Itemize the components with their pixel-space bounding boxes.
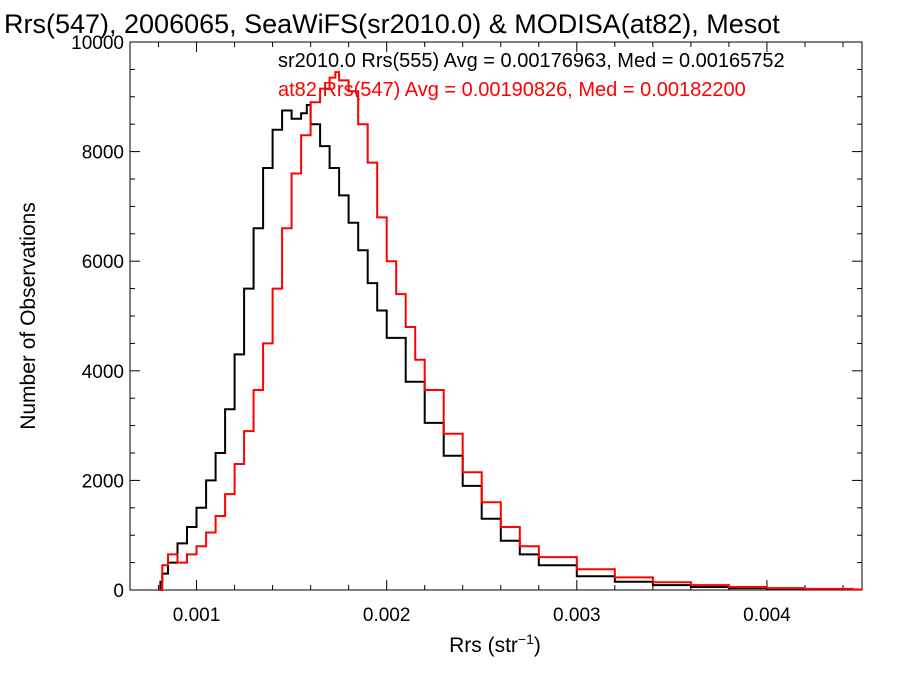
- series-layer: [158, 71, 862, 591]
- chart-title: Rrs(547), 2006065, SeaWiFS(sr2010.0) & M…: [4, 9, 780, 39]
- y-tick-label: 4000: [82, 362, 124, 383]
- plot-area: 0.001 0.002 0.003 0.004 0 2000 4000 6000 8000 100…: [71, 33, 863, 626]
- x-axis-label-main: Rrs (str: [449, 634, 518, 657]
- x-axis-label: Rrs (str−1): [449, 631, 541, 657]
- series-line-1: [158, 104, 862, 591]
- plot-frame: [129, 41, 863, 591]
- y-axis-label: Number of Observations: [17, 202, 40, 430]
- x-tick-label: 0.001: [173, 605, 221, 626]
- x-tick-label: 0.003: [553, 605, 601, 626]
- y-tick-label: 6000: [82, 252, 124, 273]
- legend-entry-series-2: at82 Rrs(547) Avg = 0.00190826, Med = 0.…: [278, 79, 746, 101]
- y-tick-label: 0: [113, 581, 124, 602]
- legend-entry-series-1: sr2010.0 Rrs(555) Avg = 0.00176963, Med …: [278, 50, 785, 72]
- y-tick-label: 2000: [82, 471, 124, 492]
- axis-ticks: 0.001 0.002 0.003 0.004 0 2000 4000 6000 8000 100…: [71, 33, 862, 626]
- x-tick-label: 0.004: [743, 605, 791, 626]
- x-axis-label-exponent: −1: [518, 631, 534, 647]
- y-tick-label: 10000: [71, 33, 124, 54]
- x-tick-label: 0.002: [363, 605, 411, 626]
- series-line-2: [158, 71, 862, 591]
- x-axis-label-close: ): [534, 634, 541, 657]
- y-tick-label: 8000: [82, 143, 124, 164]
